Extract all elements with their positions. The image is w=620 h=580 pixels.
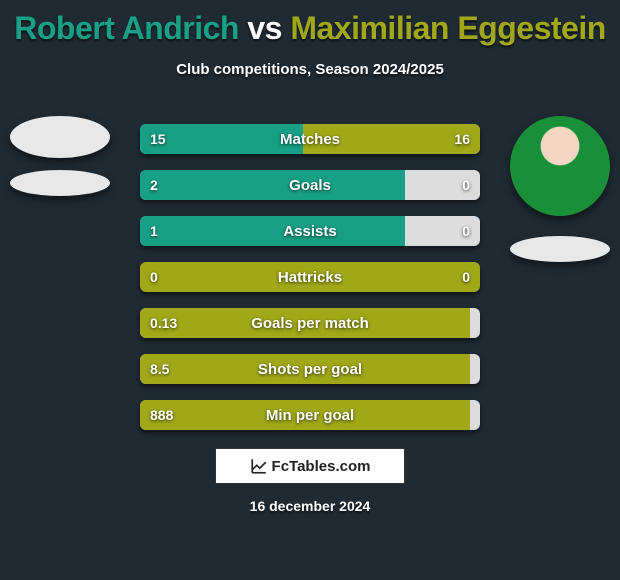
stat-row: Matches15 16 [140,124,480,154]
player2-avatar [510,116,610,216]
stat-label: Hattricks [140,262,480,292]
stat-value-right: 0 [462,170,470,200]
stat-label: Goals [140,170,480,200]
stats-bars: Matches1516Goals20Assists10Hattricks00Go… [140,124,480,446]
stat-label: Matches [140,124,480,154]
stat-row: Goals per match0.13 [140,308,480,338]
stat-label: Goals per match [140,308,480,338]
stat-value-left: 8.5 [150,354,169,384]
stat-value-left: 2 [150,170,158,200]
stat-value-left: 1 [150,216,158,246]
stat-value-left: 888 [150,400,173,430]
stat-label: Shots per goal [140,354,480,384]
brand-box[interactable]: FcTables.com [215,448,405,484]
stat-row: Min per goal888 [140,400,480,430]
subtitle: Club competitions, Season 2024/2025 [0,61,620,78]
player2-name-pill [510,236,610,262]
player1-column [10,116,110,196]
player1-avatar [10,116,110,158]
stat-value-right: 16 [454,124,470,154]
page-title: Robert Andrich vs Maximilian Eggestein [0,0,620,47]
stat-label: Min per goal [140,400,480,430]
stat-label: Assists [140,216,480,246]
chart-icon [250,457,268,475]
date-text: 16 december 2024 [0,498,620,514]
stat-row: Hattricks0 0 [140,262,480,292]
stat-value-left: 15 [150,124,166,154]
brand-text: FcTables.com [272,458,371,475]
stat-row: Goals2 0 [140,170,480,200]
player1-name: Robert Andrich [14,10,239,46]
stat-value-right: 0 [462,216,470,246]
player2-column [510,116,610,262]
player1-name-pill [10,170,110,196]
stat-row: Shots per goal8.5 [140,354,480,384]
stat-value-left: 0.13 [150,308,177,338]
stat-row: Assists1 0 [140,216,480,246]
player2-name: Maximilian Eggestein [290,10,605,46]
vs-separator: vs [239,10,290,46]
stat-value-right: 0 [462,262,470,292]
stat-value-left: 0 [150,262,158,292]
